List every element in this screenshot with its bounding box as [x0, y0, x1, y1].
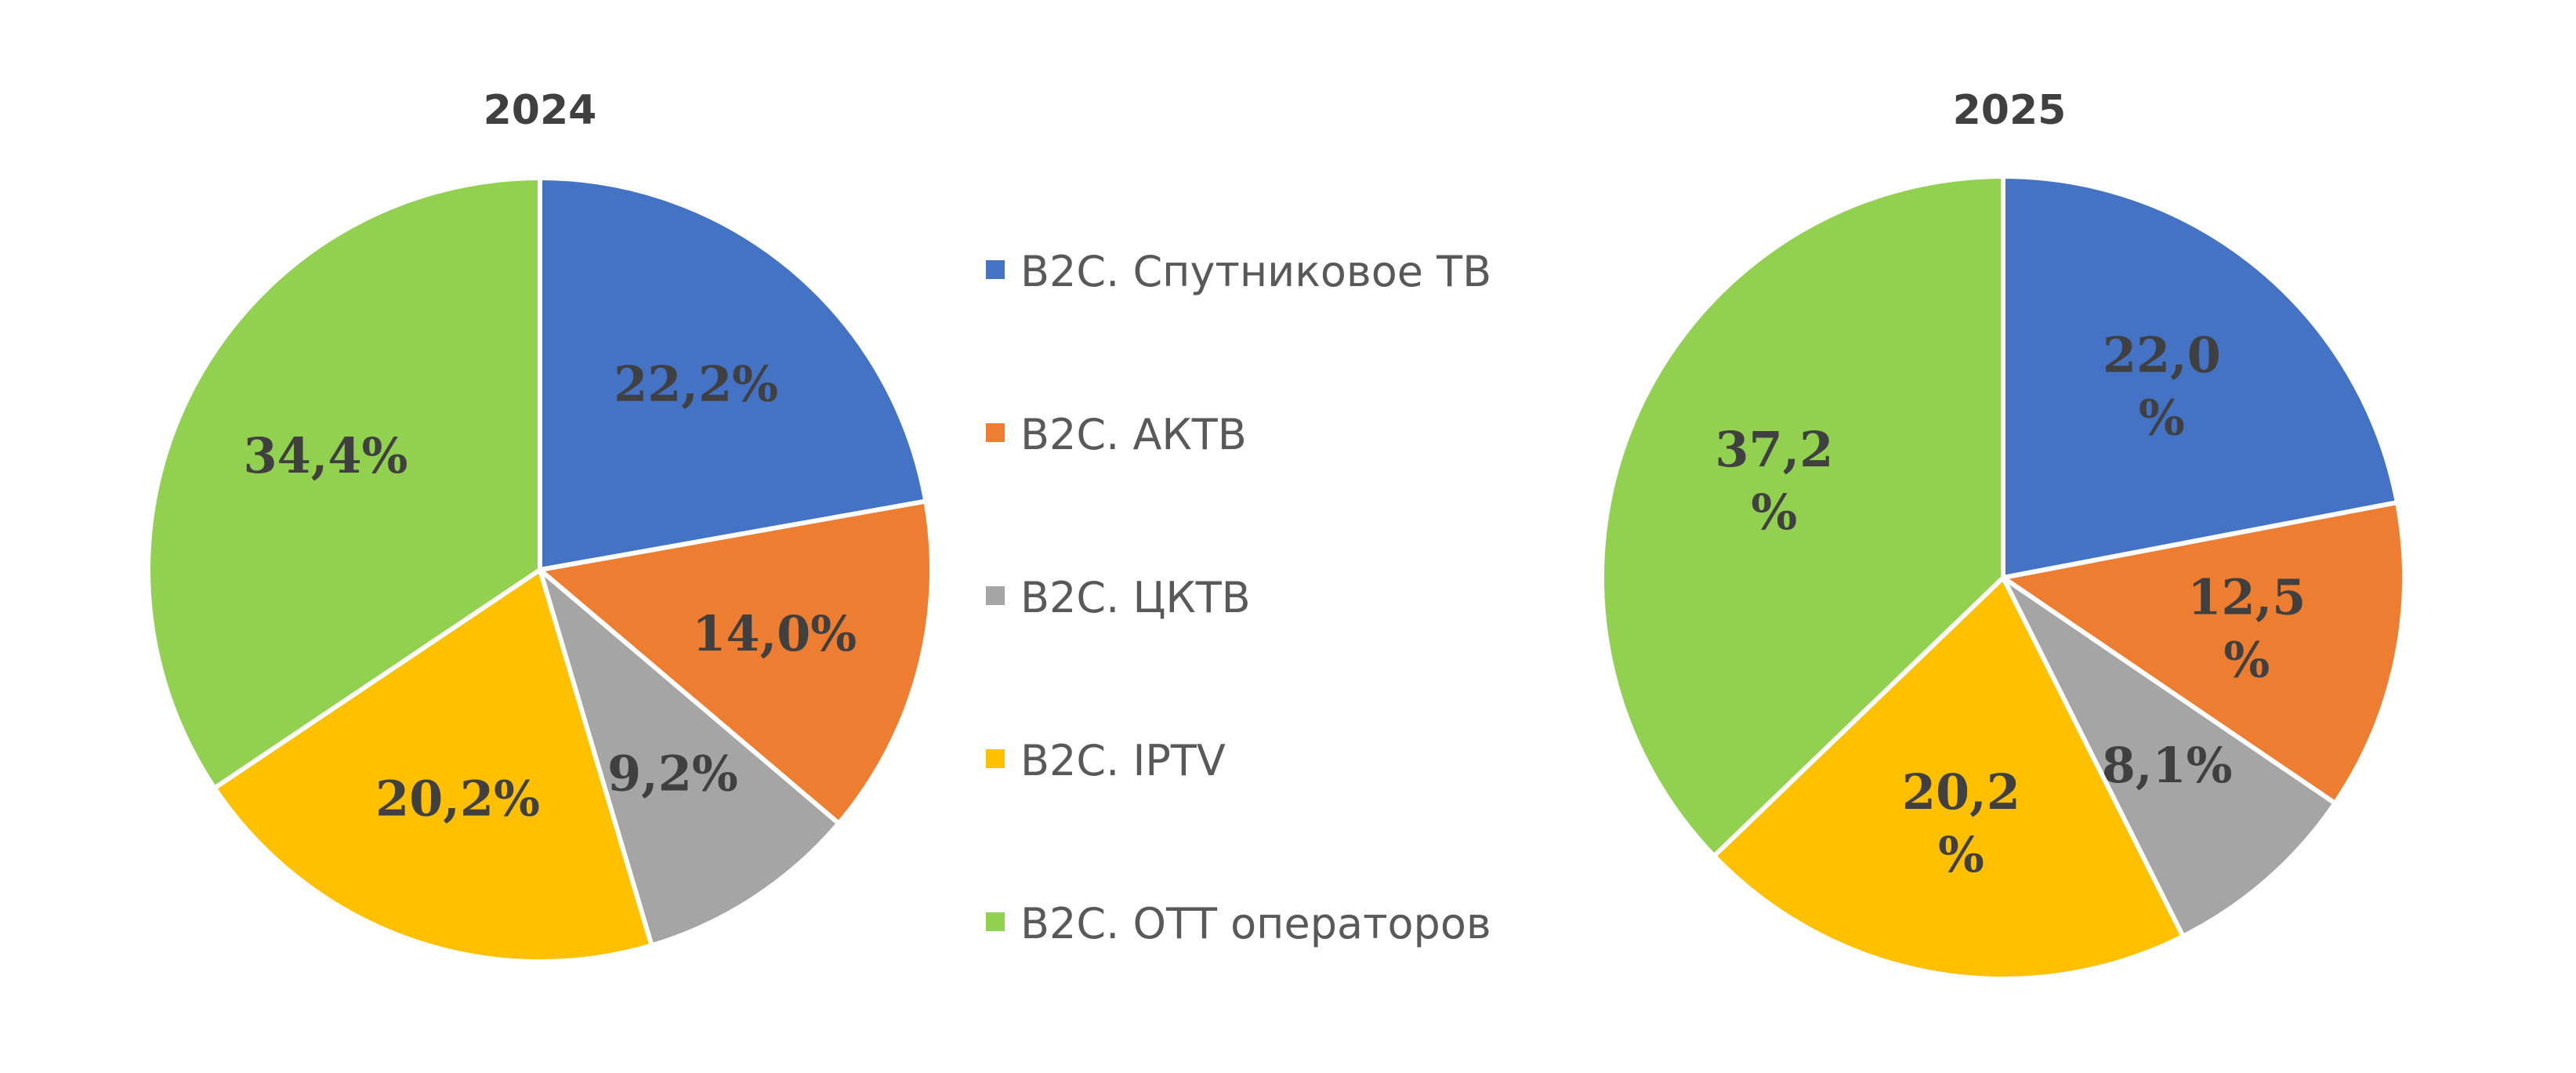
chart-title-2024: 2024: [484, 87, 597, 134]
data-label: 22,2%: [614, 355, 778, 412]
data-label: %: [1938, 826, 1984, 883]
legend: B2C. Спутниковое ТВ B2C. АКТВ B2C. ЦКТВ …: [986, 247, 1491, 948]
pie-2025: 22,0% 12,5% 8,1% 20,2% 37,2%: [1599, 173, 2407, 981]
legend-label: B2C. ЦКТВ: [1020, 573, 1251, 622]
data-label: 8,1%: [2102, 737, 2233, 794]
legend-item: B2C. IPTV: [986, 736, 1226, 785]
legend-label: B2C. Спутниковое ТВ: [1020, 247, 1491, 296]
pie-slice: [211, 566, 655, 964]
data-label: %: [1751, 484, 1797, 541]
legend-label: B2C. АКТВ: [1020, 410, 1247, 459]
legend-swatch: [986, 749, 1005, 768]
pie-slice: [534, 498, 934, 827]
pie-slice: [535, 563, 842, 948]
legend-item: B2C. ЦКТВ: [986, 573, 1251, 622]
data-label: 37,2: [1715, 421, 1833, 478]
pie-2024: 22,2% 14,0% 9,2% 20,2% 34,4%: [146, 175, 934, 964]
data-label: %: [2223, 631, 2270, 688]
legend-swatch: [986, 586, 1005, 605]
pie-slice: [1710, 574, 2187, 981]
pie-slice: [146, 175, 542, 792]
data-label: 22,0: [2103, 326, 2221, 383]
data-label: 14,0%: [692, 605, 857, 662]
legend-item: B2C. Спутниковое ТВ: [986, 247, 1491, 296]
pie-slice: [1997, 571, 2339, 940]
pie-slice: [2001, 173, 2400, 581]
pie-slice: [538, 175, 929, 573]
pie-slice: [1997, 499, 2407, 807]
legend-swatch: [986, 260, 1005, 279]
data-label: %: [2139, 389, 2185, 446]
legend-label: B2C. OTT операторов: [1020, 899, 1491, 948]
legend-label: B2C. IPTV: [1020, 736, 1226, 785]
data-label: 12,5: [2187, 568, 2306, 625]
legend-item: B2C. OTT операторов: [986, 899, 1491, 948]
pie-slice: [1599, 173, 2005, 860]
data-label: 34,4%: [244, 427, 408, 484]
legend-swatch: [986, 423, 1005, 442]
chart-title-2025: 2025: [1953, 87, 2067, 134]
data-label: 20,2%: [375, 770, 540, 828]
data-label: 9,2%: [607, 745, 738, 803]
legend-item: B2C. АКТВ: [986, 410, 1247, 459]
data-label: 20,2: [1902, 763, 2020, 821]
legend-swatch: [986, 912, 1005, 931]
